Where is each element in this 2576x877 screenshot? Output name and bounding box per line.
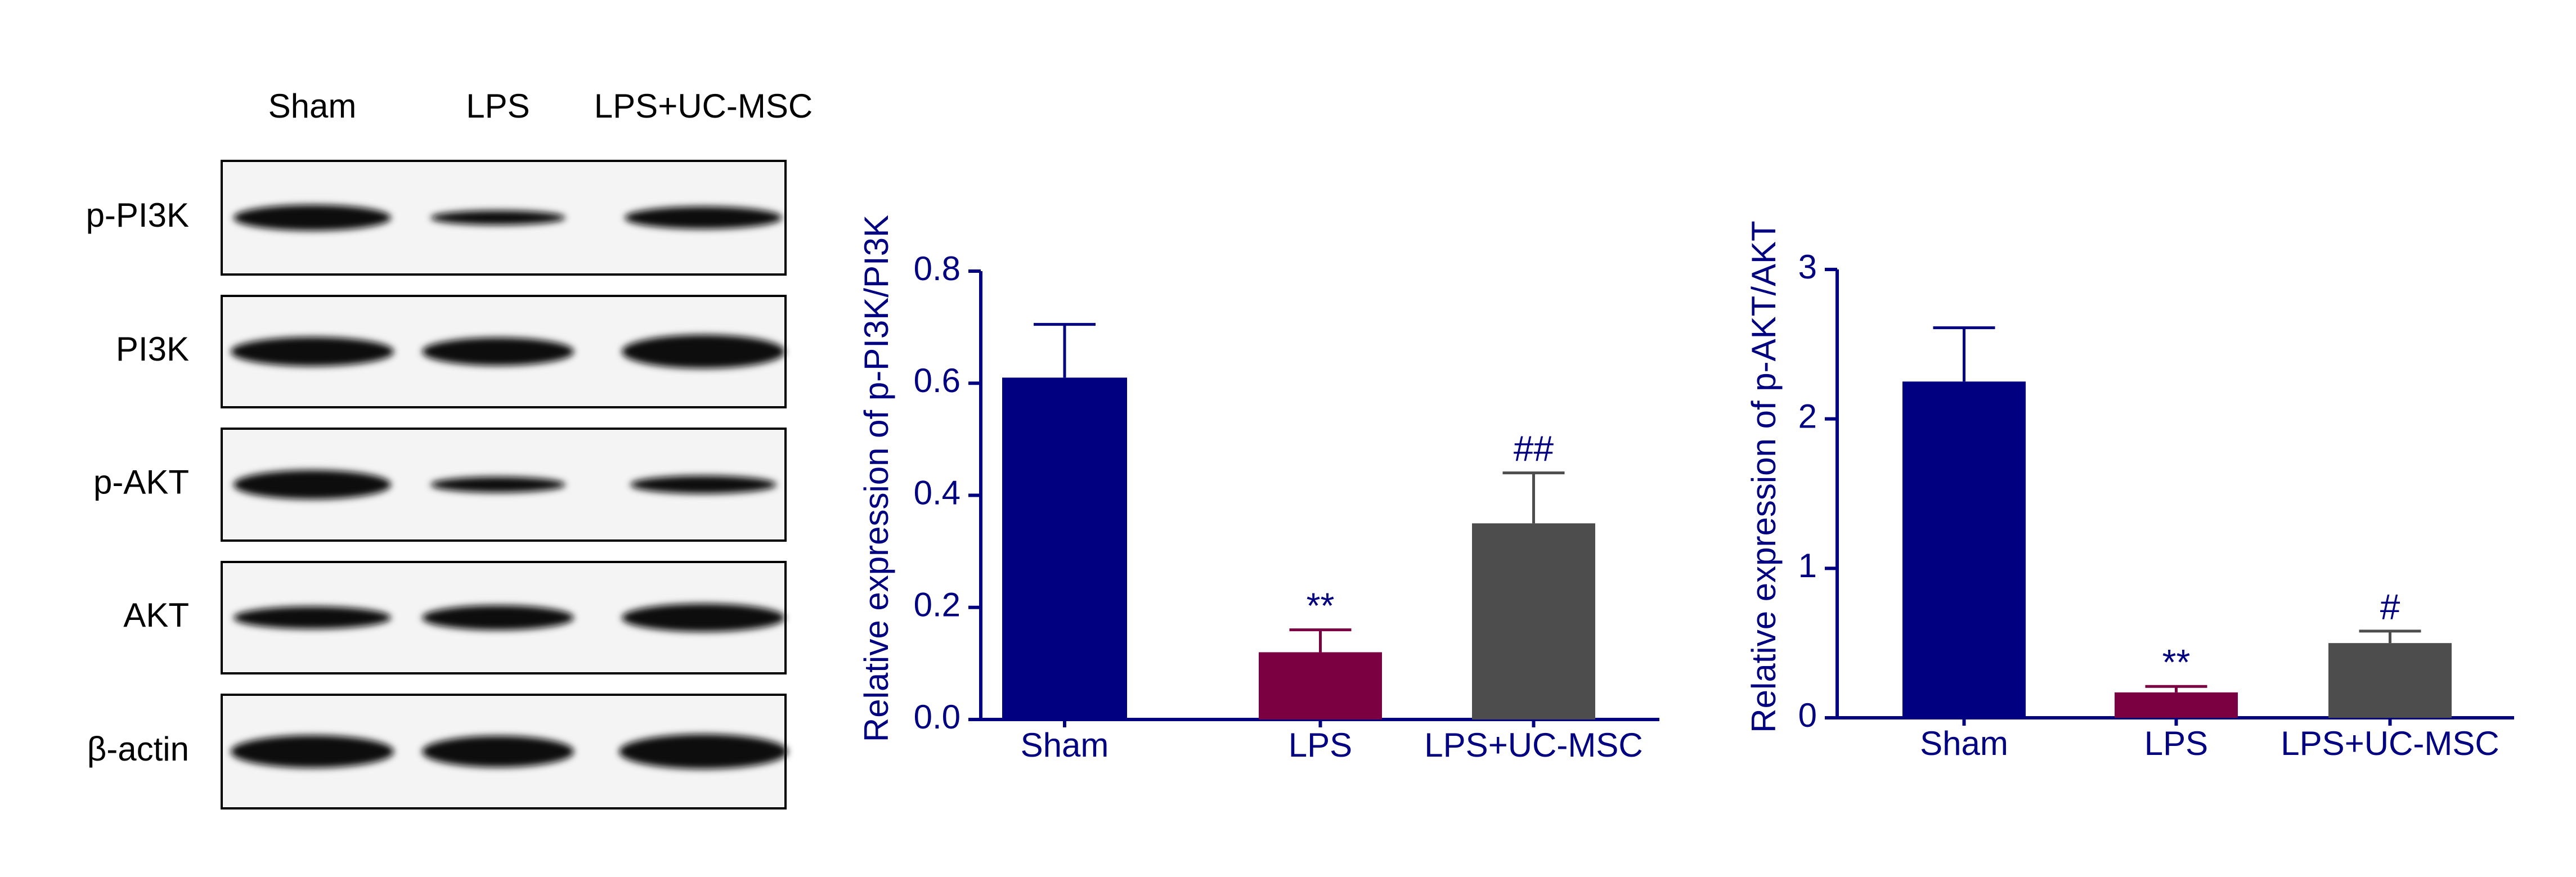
y-tick-label: 0	[1798, 696, 1817, 734]
row-label: p-PI3K	[86, 196, 189, 234]
row-label: PI3K	[116, 330, 189, 368]
blot-band	[430, 476, 566, 493]
y-axis-title: Relative expression of p-PI3K/PI3K	[858, 215, 895, 742]
y-tick-label: 0.8	[914, 250, 961, 287]
blot-band	[234, 470, 391, 500]
blot-band	[622, 604, 785, 632]
x-tick-label: LPS	[2144, 725, 2208, 762]
lane-label: LPS+UC-MSC	[594, 87, 813, 125]
y-tick-label: 0.0	[914, 698, 961, 736]
bar	[1902, 381, 2026, 718]
blot-band	[622, 335, 785, 368]
y-tick-label: 3	[1798, 248, 1817, 286]
lane-label: LPS	[466, 87, 529, 125]
x-tick-label: Sham	[1021, 726, 1109, 764]
blot-band	[625, 206, 782, 229]
bar	[1259, 652, 1382, 719]
y-tick-label: 0.2	[914, 586, 961, 624]
blot-band	[231, 735, 394, 768]
x-tick-label: LPS+UC-MSC	[2281, 725, 2499, 762]
significance-label: #	[2380, 587, 2400, 627]
row-label: p-AKT	[93, 463, 189, 501]
bar	[2328, 643, 2452, 718]
x-tick-label: LPS+UC-MSC	[1424, 726, 1642, 764]
blot-band	[619, 734, 788, 769]
y-tick-label: 0.4	[914, 474, 961, 511]
x-tick-label: Sham	[1920, 725, 2008, 762]
x-tick-label: LPS	[1289, 726, 1352, 764]
blot-band	[630, 475, 777, 494]
blot-band	[231, 337, 394, 366]
blot-band	[234, 606, 391, 629]
row-label: β-actin	[87, 730, 189, 768]
bar	[1472, 523, 1595, 719]
y-axis-title: Relative expression of p-AKT/AKT	[1745, 221, 1783, 732]
row-label: AKT	[123, 596, 189, 634]
blot-band	[430, 210, 566, 225]
bar	[2115, 692, 2238, 718]
y-tick-label: 2	[1798, 398, 1817, 435]
lane-label: Sham	[268, 87, 357, 125]
significance-label: **	[1307, 586, 1335, 626]
blot-band	[422, 736, 574, 767]
y-tick-label: 0.6	[914, 362, 961, 399]
blot-band	[234, 205, 391, 231]
blot-band	[422, 605, 574, 630]
blot-band	[422, 338, 574, 366]
bar	[1002, 377, 1127, 719]
significance-label: **	[2162, 642, 2191, 682]
significance-label: ##	[1514, 429, 1554, 469]
y-tick-label: 1	[1798, 547, 1817, 584]
